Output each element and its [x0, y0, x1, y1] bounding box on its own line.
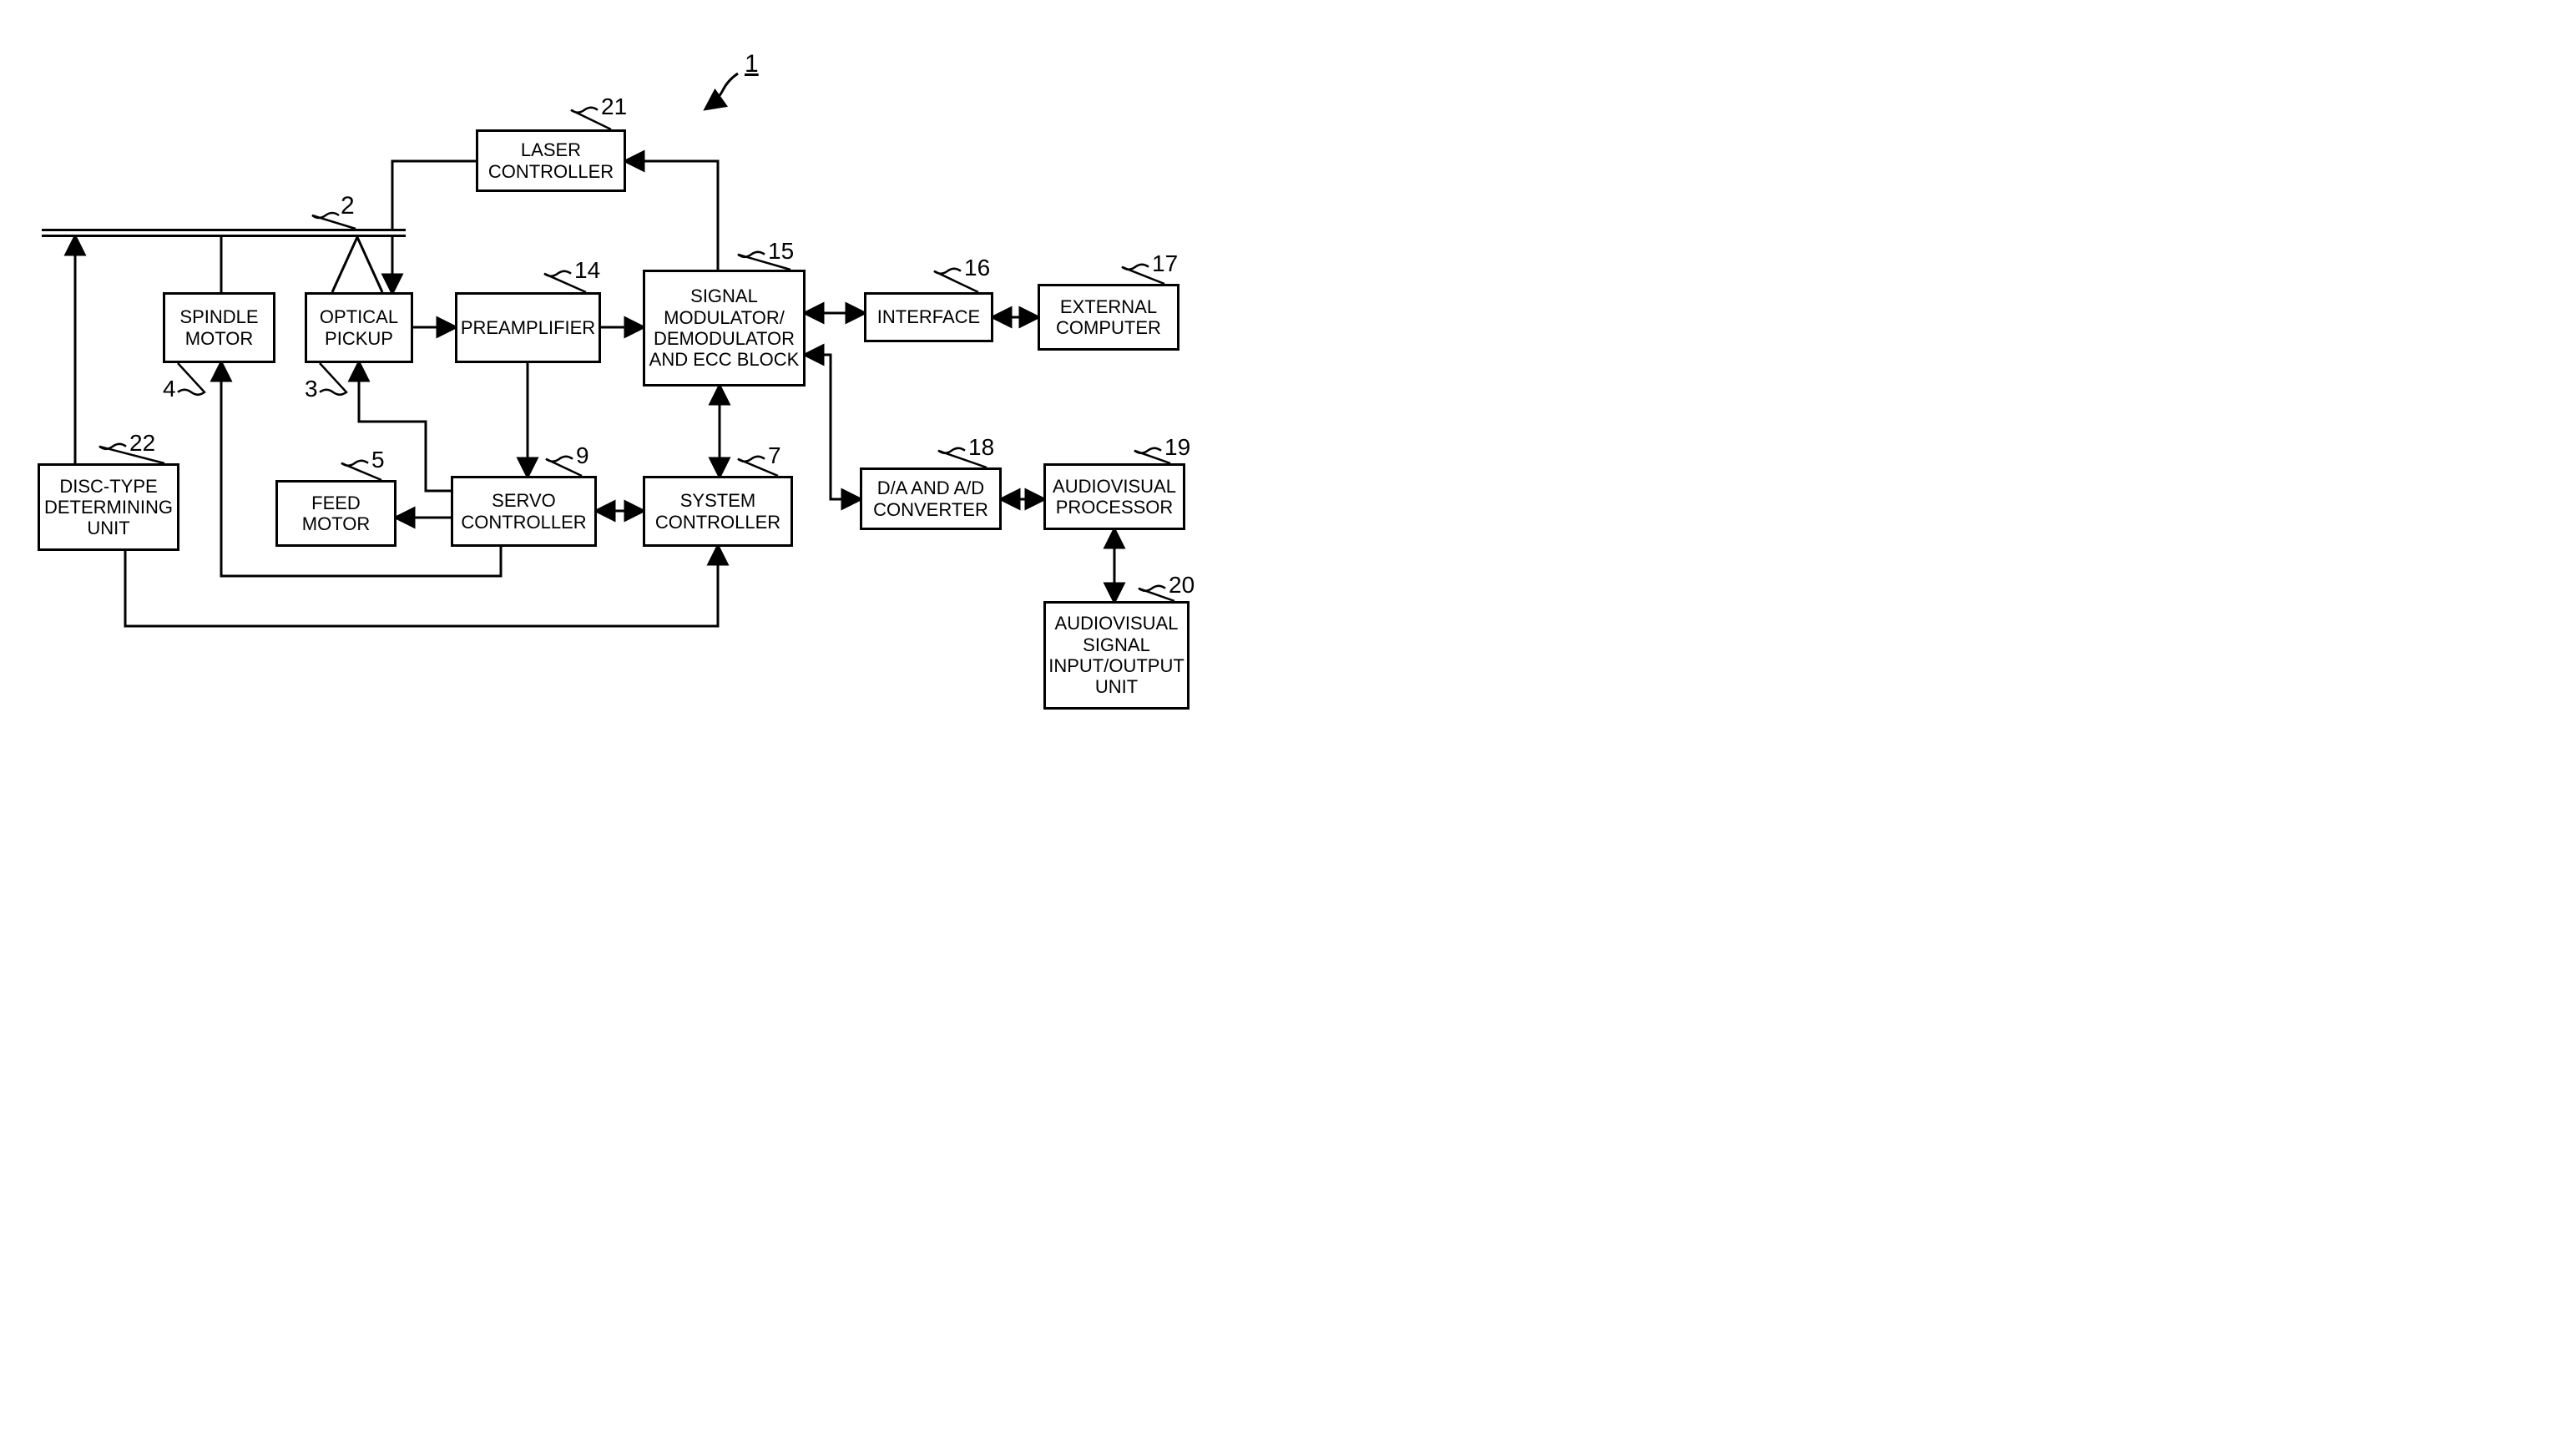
- node-spindle: SPINDLE MOTOR: [163, 292, 275, 363]
- ref-19-label: 19: [1164, 434, 1190, 461]
- node-iface: INTERFACE: [864, 292, 993, 342]
- ref-5-label: 5: [371, 447, 385, 473]
- node-servo: SERVO CONTROLLER: [451, 476, 597, 547]
- ref-7-label: 7: [768, 442, 781, 469]
- node-extcomp: EXTERNAL COMPUTER: [1038, 284, 1179, 351]
- ref-16-label: 16: [964, 255, 990, 281]
- ref-3-label: 3: [305, 376, 318, 402]
- node-sigmod: SIGNAL MODULATOR/ DEMODULATOR AND ECC BL…: [643, 270, 806, 387]
- ref-2-label: 2: [341, 192, 355, 220]
- node-avio: AUDIOVISUAL SIGNAL INPUT/OUTPUT UNIT: [1043, 601, 1190, 710]
- diagram-canvas: 1 2 LASER CONTROLLER 21 SPINDLE MOTOR 4 OPTIC…: [0, 0, 1288, 715]
- ref-21-label: 21: [601, 93, 627, 120]
- node-feed: FEED MOTOR: [275, 480, 397, 547]
- ref-18-label: 18: [968, 434, 994, 461]
- ref-4-label: 4: [163, 376, 176, 402]
- node-pickup: OPTICAL PICKUP: [305, 292, 413, 363]
- ref-17-label: 17: [1152, 250, 1178, 277]
- ref-22-label: 22: [129, 430, 155, 457]
- ref-9-label: 9: [576, 442, 589, 469]
- node-laser: LASER CONTROLLER: [476, 129, 626, 192]
- ref-20-label: 20: [1169, 572, 1195, 599]
- ref-15-label: 15: [768, 238, 794, 265]
- disc-bar: [42, 229, 406, 237]
- node-system: SYSTEM CONTROLLER: [643, 476, 793, 547]
- node-dac: D/A AND A/D CONVERTER: [860, 467, 1002, 530]
- ref-14-label: 14: [574, 257, 600, 284]
- node-disctype: DISC-TYPE DETERMINING UNIT: [38, 463, 179, 551]
- ref-1-label: 1: [745, 50, 759, 78]
- node-avproc: AUDIOVISUAL PROCESSOR: [1043, 463, 1185, 530]
- node-preamp: PREAMPLIFIER: [455, 292, 601, 363]
